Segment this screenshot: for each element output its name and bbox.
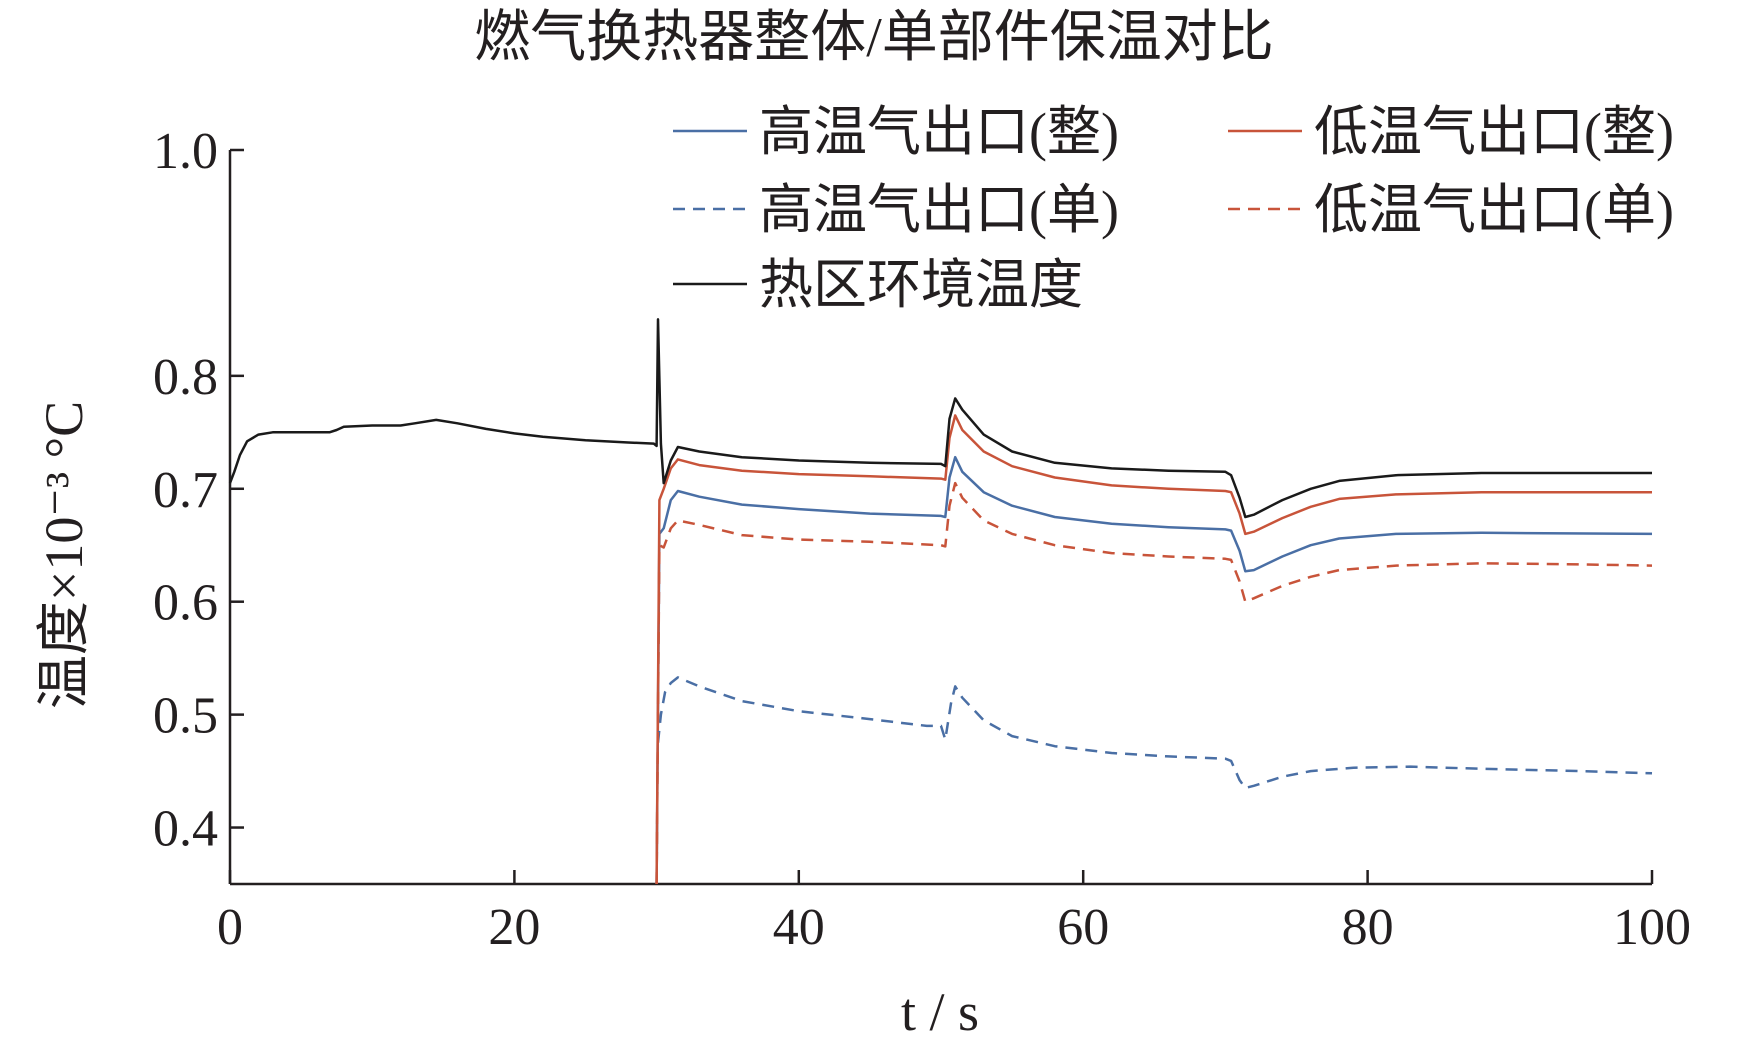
x-tick-label: 20 <box>488 899 540 956</box>
x-tick-label: 40 <box>773 899 825 956</box>
legend-label-5: 热区环境温度 <box>759 255 1083 315</box>
x-tick-label: 100 <box>1613 899 1691 956</box>
x-ticks: 0 20 40 60 80 100 <box>217 870 1691 956</box>
legend: 高温气出口(整) 低温气出口(整) 高温气出口(单) 低温气出口(单) 热区环境温度 <box>673 102 1674 315</box>
plot-area <box>228 318 1653 885</box>
y-tick-label: 0.6 <box>153 575 218 632</box>
legend-label-3: 高温气出口(单) <box>759 180 1119 240</box>
legend-label-1: 高温气出口(整) <box>759 102 1119 162</box>
series-line-2 <box>655 414 1652 885</box>
y-axis-label: 温度×10⁻³ °C <box>34 401 94 709</box>
y-tick-label: 0.5 <box>153 688 218 745</box>
legend-label-4: 低温气出口(单) <box>1314 180 1674 240</box>
x-tick-label: 60 <box>1057 899 1109 956</box>
legend-label-2: 低温气出口(整) <box>1314 102 1674 162</box>
series-line-3 <box>656 676 1653 790</box>
y-ticks: 0.4 0.5 0.6 0.7 0.8 1.0 <box>153 123 244 858</box>
y-tick-label: 0.8 <box>153 349 218 406</box>
y-tick-label: 0.4 <box>153 801 218 858</box>
axes <box>228 150 1652 886</box>
x-tick-label: 0 <box>217 899 243 956</box>
series-line-4 <box>655 481 1653 885</box>
y-tick-label: 0.7 <box>153 462 218 519</box>
x-axis-label: t / s <box>901 982 979 1042</box>
chart-title: 燃气换热器整体/单部件保温对比 <box>474 7 1274 69</box>
y-tick-label: 1.0 <box>153 123 218 180</box>
x-tick-label: 80 <box>1342 899 1394 956</box>
series-line-5 <box>228 318 1652 519</box>
series-line-1 <box>655 455 1653 885</box>
